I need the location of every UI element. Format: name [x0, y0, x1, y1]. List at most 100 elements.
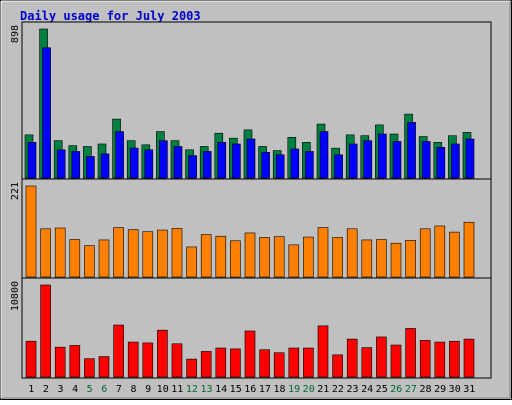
day-label-28: 28 — [419, 384, 431, 395]
files-bar-day-21 — [319, 131, 329, 179]
pages-bar-day-31 — [463, 221, 475, 278]
y-tick-label-kbytes: 10800 — [10, 281, 21, 311]
day-label-16: 16 — [244, 384, 256, 395]
files-bar-day-2 — [42, 47, 51, 179]
panel-kbytes-border — [21, 277, 492, 379]
day-label-31: 31 — [463, 384, 475, 395]
kbytes-bar-day-19 — [288, 347, 300, 378]
day-label-11: 11 — [171, 384, 183, 395]
files-bar-day-25 — [378, 133, 387, 179]
day-label-19: 19 — [288, 384, 300, 395]
pages-bar-day-7 — [113, 227, 124, 278]
day-label-13: 13 — [200, 384, 212, 395]
kbytes-bar-day-7 — [113, 324, 124, 378]
kbytes-bar-day-8 — [127, 341, 139, 378]
files-bar-day-11 — [173, 146, 183, 179]
files-bar-day-7 — [115, 131, 124, 179]
files-bar-day-6 — [100, 153, 110, 179]
pages-bar-day-23 — [346, 228, 358, 278]
files-bar-day-4 — [71, 151, 81, 179]
kbytes-bar-day-29 — [434, 341, 446, 378]
pages-bar-day-6 — [98, 239, 110, 278]
day-label-3: 3 — [57, 384, 63, 395]
day-label-10: 10 — [157, 384, 169, 395]
day-label-8: 8 — [130, 384, 136, 395]
files-bar-day-12 — [188, 155, 197, 179]
files-bar-day-28 — [421, 141, 431, 179]
day-label-4: 4 — [72, 384, 78, 395]
pages-bar-day-14 — [215, 235, 227, 278]
pages-bar-day-18 — [273, 236, 285, 278]
pages-bar-day-5 — [84, 245, 95, 278]
day-label-29: 29 — [434, 384, 446, 395]
pages-bar-day-8 — [127, 229, 139, 278]
kbytes-bar-day-24 — [361, 347, 373, 378]
kbytes-bar-day-27 — [405, 328, 416, 378]
pages-bar-day-4 — [69, 239, 81, 278]
day-label-30: 30 — [449, 384, 461, 395]
day-label-12: 12 — [186, 384, 198, 395]
kbytes-bar-day-23 — [346, 338, 358, 378]
kbytes-bar-day-31 — [463, 338, 475, 378]
kbytes-bar-day-1 — [25, 340, 37, 378]
pages-bar-day-11 — [171, 228, 183, 278]
pages-bar-day-22 — [332, 237, 343, 278]
kbytes-bar-day-22 — [332, 354, 343, 378]
files-bar-day-31 — [465, 138, 475, 179]
y-tick-label-pages: 221 — [10, 182, 21, 200]
kbytes-bar-day-18 — [273, 352, 285, 378]
bar-layer — [24, 28, 475, 378]
files-bar-day-26 — [392, 141, 402, 179]
pages-bar-day-29 — [434, 225, 446, 278]
files-bar-day-16 — [246, 138, 256, 179]
files-bar-day-22 — [334, 154, 343, 179]
day-label-23: 23 — [346, 384, 358, 395]
day-label-7: 7 — [116, 384, 122, 395]
panel-kbytes: 10800 — [10, 277, 492, 379]
pages-bar-day-3 — [54, 227, 66, 278]
kbytes-bar-day-6 — [98, 356, 110, 378]
pages-bar-day-19 — [288, 244, 300, 278]
kbytes-bar-day-30 — [449, 340, 460, 378]
pages-bar-day-13 — [200, 234, 212, 278]
files-bar-day-24 — [363, 140, 373, 179]
pages-bar-day-1 — [25, 185, 37, 278]
files-bar-day-9 — [144, 149, 154, 179]
pages-bar-day-9 — [142, 231, 154, 278]
files-bar-day-10 — [159, 140, 168, 179]
kbytes-bar-day-25 — [376, 336, 387, 378]
files-bar-day-30 — [451, 143, 460, 179]
day-label-21: 21 — [317, 384, 329, 395]
files-bar-day-18 — [275, 154, 285, 179]
day-label-14: 14 — [215, 384, 227, 395]
kbytes-bar-day-17 — [259, 349, 270, 378]
files-bar-day-27 — [407, 122, 416, 179]
day-label-17: 17 — [259, 384, 271, 395]
kbytes-bar-day-21 — [317, 325, 329, 378]
pages-bar-day-10 — [157, 229, 168, 278]
files-bar-day-3 — [56, 149, 66, 179]
pages-bar-day-27 — [405, 240, 416, 278]
pages-bar-day-24 — [361, 239, 373, 278]
files-bar-day-19 — [290, 148, 300, 179]
kbytes-bar-day-4 — [69, 345, 81, 378]
kbytes-bar-day-16 — [244, 330, 256, 378]
day-label-15: 15 — [230, 384, 242, 395]
day-label-20: 20 — [303, 384, 315, 395]
chart-title: Daily usage for July 2003 — [20, 9, 201, 23]
pages-bar-day-2 — [40, 228, 51, 278]
day-label-18: 18 — [273, 384, 285, 395]
pages-bar-day-12 — [186, 246, 197, 278]
x-axis-day-labels: 1 2 3 4 5 6 7 8 9 10 11 12 13 14 15 16 17 18 19 20 21 22 23 24 2… — [28, 384, 475, 395]
pages-bar-day-25 — [376, 239, 387, 278]
pages-bar-day-16 — [244, 232, 256, 278]
files-bar-day-1 — [27, 142, 37, 179]
files-bar-day-29 — [436, 147, 446, 179]
files-bar-day-23 — [348, 143, 358, 179]
pages-bar-day-20 — [303, 236, 314, 278]
kbytes-bar-day-11 — [171, 343, 183, 378]
files-bar-day-15 — [232, 143, 241, 179]
day-label-9: 9 — [145, 384, 151, 395]
files-bar-day-5 — [86, 156, 95, 179]
